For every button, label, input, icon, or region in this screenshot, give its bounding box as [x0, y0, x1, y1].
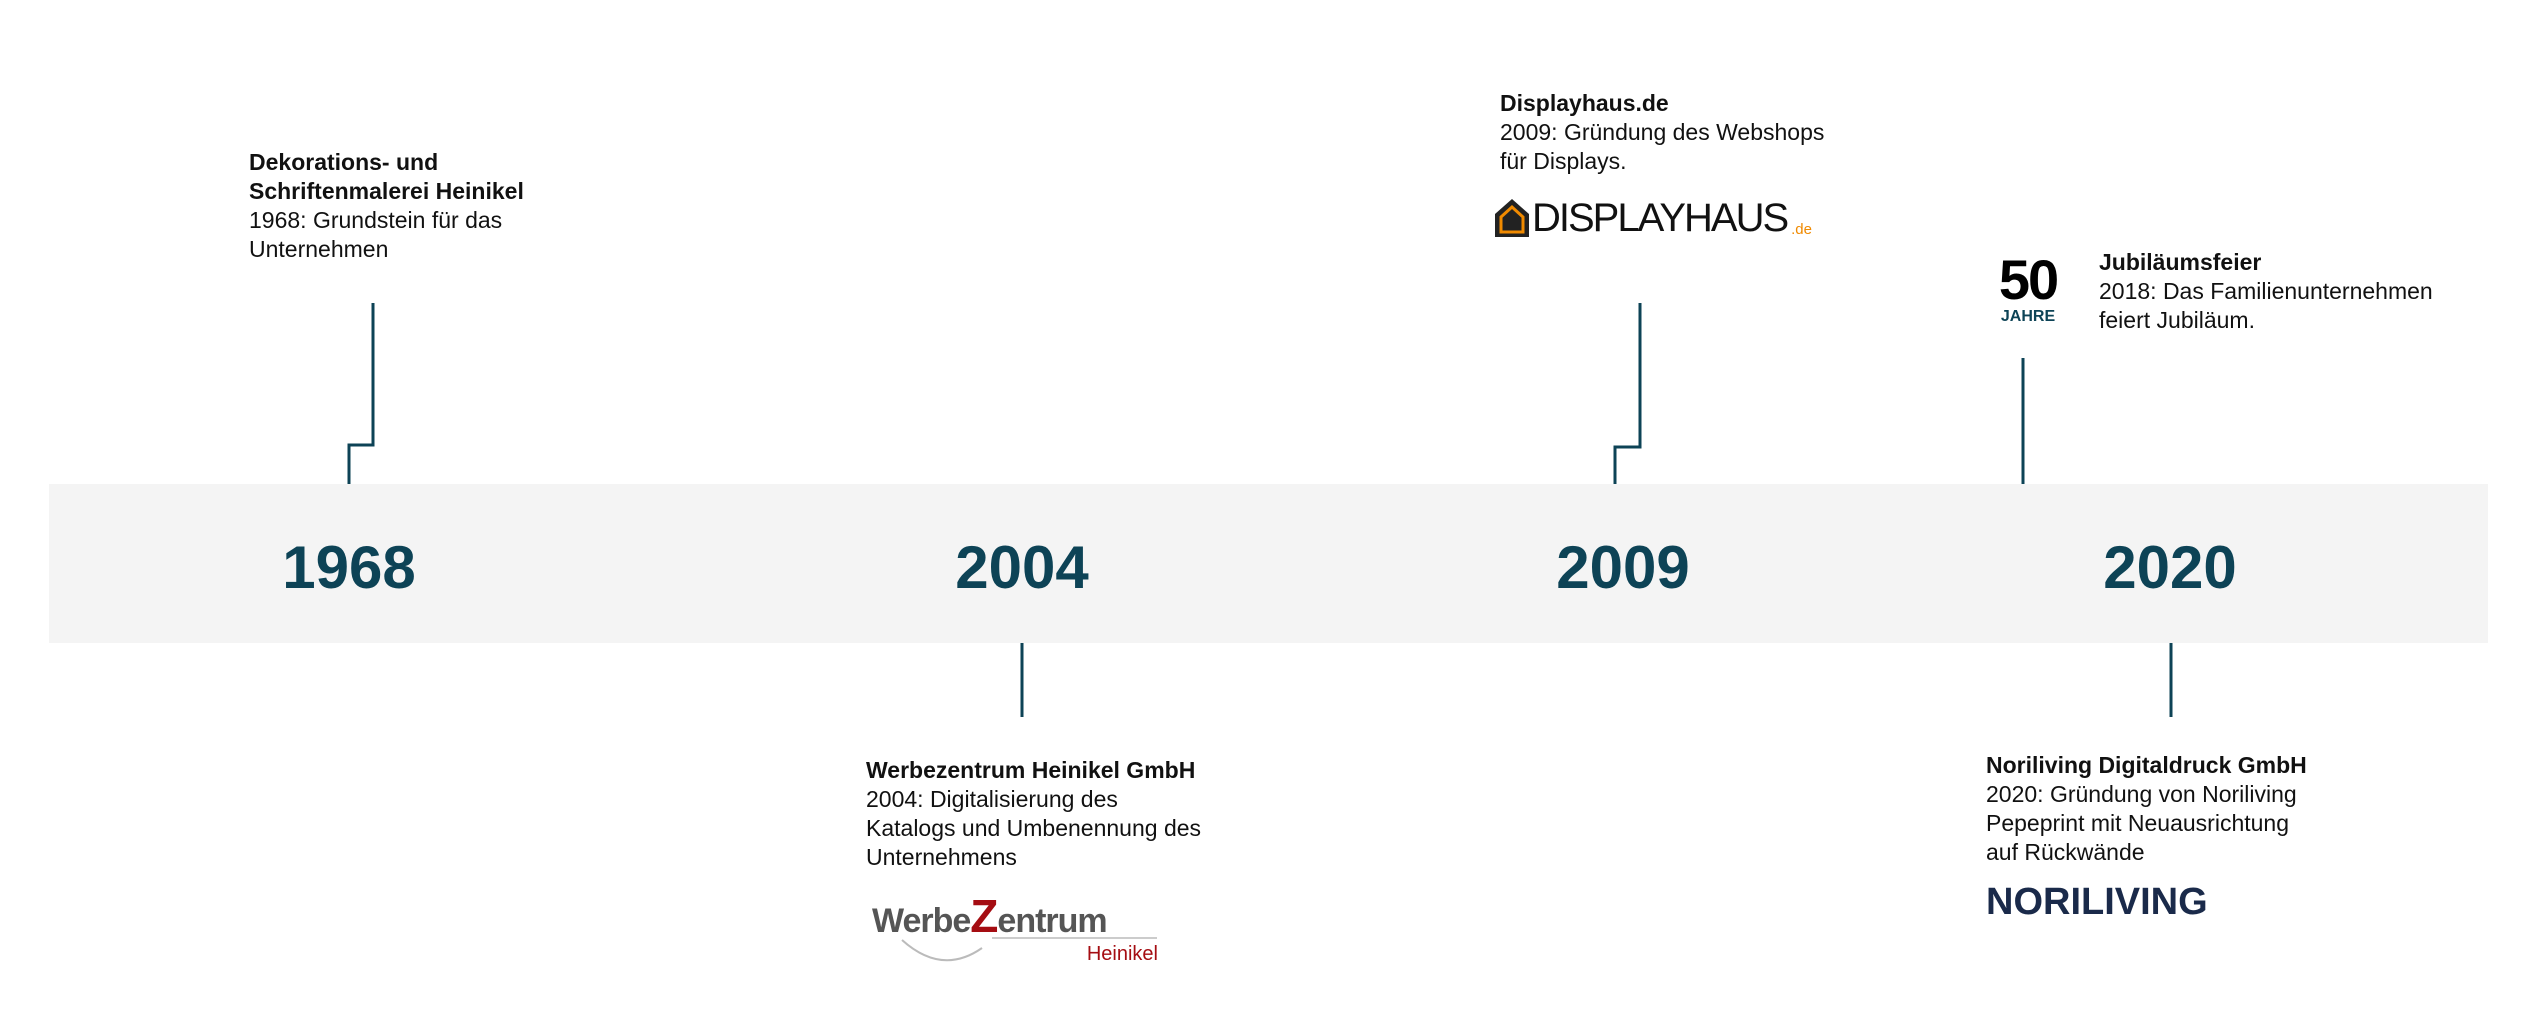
event-2018: Jubiläumsfeier 2018: Das Familienunterne… — [2099, 248, 2433, 335]
50-jahre-badge: 50 JAHRE — [1998, 248, 2059, 326]
year-2009: 2009 — [1556, 534, 1690, 601]
event-2020: Noriliving Digitaldruck GmbH 2020: Gründ… — [1986, 751, 2307, 867]
year-1968: 1968 — [282, 534, 416, 601]
event-text: Unternehmens — [866, 844, 1017, 870]
event-title: Noriliving Digitaldruck GmbH — [1986, 752, 2307, 778]
event-text: auf Rückwände — [1986, 839, 2145, 865]
event-text: 2020: Gründung von Noriliving — [1986, 781, 2297, 807]
event-text: 1968: Grundstein für das — [249, 207, 503, 233]
connector-2009 — [1613, 303, 1642, 484]
event-text: 2004: Digitalisierung des — [866, 786, 1118, 812]
logo-swoosh — [901, 937, 1157, 962]
timeline-band — [49, 484, 2488, 643]
event-text: Unternehmen — [249, 236, 389, 262]
year-2020: 2020 — [2103, 534, 2237, 601]
event-title: Dekorations- und — [249, 149, 439, 175]
event-1968: Dekorations- und Schriftenmalerei Heinik… — [249, 148, 524, 264]
event-2009: Displayhaus.de 2009: Gründung des Websho… — [1500, 89, 1824, 176]
house-icon — [1495, 199, 1529, 237]
event-title: Displayhaus.de — [1500, 90, 1669, 116]
event-text: 2009: Gründung des Webshops — [1500, 119, 1825, 145]
logo-wordmark: WerbeZentrum — [872, 890, 1108, 942]
noriliving-logo: NORILIVING — [1986, 881, 2208, 923]
event-title: Jubiläumsfeier — [2099, 249, 2262, 275]
event-text: Pepeprint mit Neuausrichtung — [1986, 810, 2289, 836]
event-text: Katalogs und Umbenennung des — [866, 815, 1202, 841]
year-2004: 2004 — [955, 534, 1089, 601]
connector-1968 — [347, 303, 375, 484]
event-text: für Displays. — [1500, 148, 1627, 174]
werbezentrum-logo: WerbeZentrum Heinikel — [872, 890, 1162, 972]
event-text: 2018: Das Familienunternehmen — [2099, 278, 2433, 304]
event-2004: Werbezentrum Heinikel GmbH 2004: Digital… — [866, 756, 1201, 872]
displayhaus-logo: DISPLAYHAUS .de — [1492, 196, 1812, 242]
event-text: feiert Jubiläum. — [2099, 307, 2255, 333]
logo-subtitle: Heinikel — [1086, 943, 1158, 965]
event-title: Werbezentrum Heinikel GmbH — [866, 757, 1196, 783]
event-title: Schriftenmalerei Heinikel — [249, 178, 524, 204]
